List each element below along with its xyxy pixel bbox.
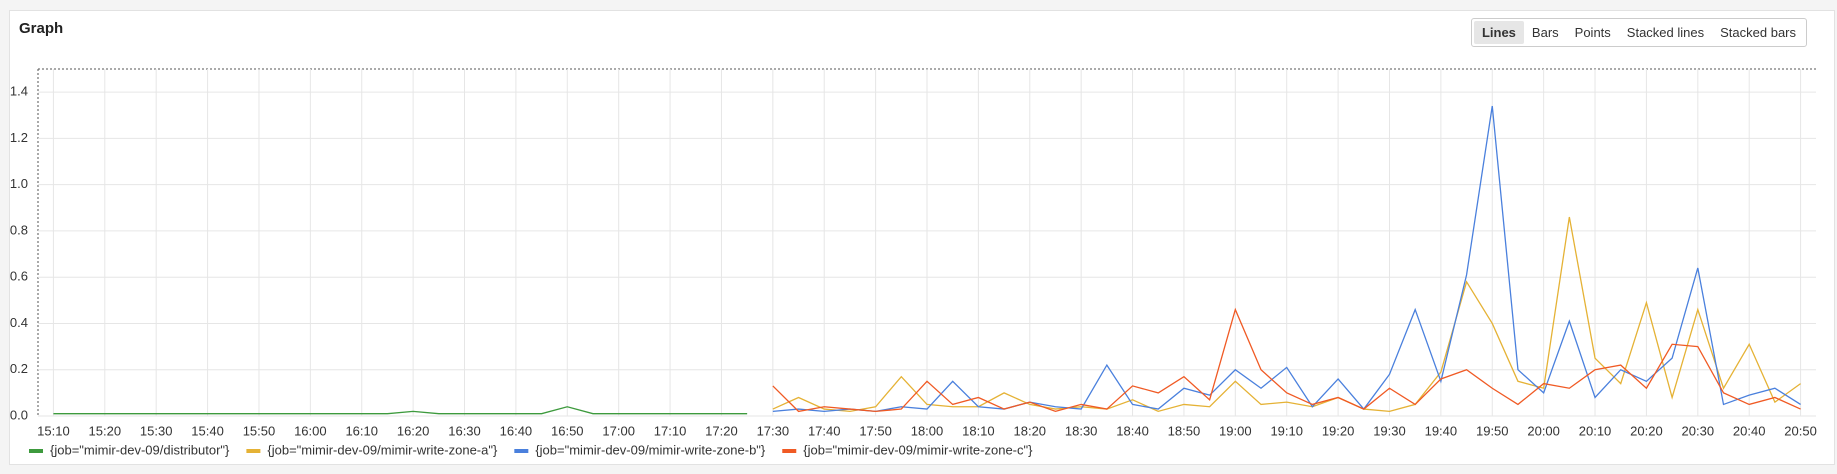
view-mode-button[interactable]: Points bbox=[1567, 21, 1619, 44]
x-tick-label: 18:40 bbox=[1116, 423, 1149, 438]
x-tick-label: 16:50 bbox=[551, 423, 584, 438]
x-tick-label: 19:10 bbox=[1270, 423, 1303, 438]
legend-label: {job="mimir-dev-09/mimir-write-zone-c"} bbox=[803, 442, 1033, 457]
y-tick-label: 0.0 bbox=[10, 407, 28, 422]
x-tick-label: 20:20 bbox=[1630, 423, 1663, 438]
x-tick-label: 17:40 bbox=[808, 423, 841, 438]
view-mode-button[interactable]: Lines bbox=[1473, 21, 1524, 44]
x-tick-label: 19:50 bbox=[1476, 423, 1509, 438]
panel-title: Graph bbox=[19, 20, 64, 37]
x-tick-label: 17:20 bbox=[705, 423, 738, 438]
x-tick-label: 16:20 bbox=[397, 423, 430, 438]
view-mode-button[interactable]: Stacked bars bbox=[1712, 21, 1804, 44]
x-tick-label: 18:30 bbox=[1065, 423, 1098, 438]
x-tick-label: 20:10 bbox=[1579, 423, 1612, 438]
x-tick-label: 20:30 bbox=[1682, 423, 1715, 438]
x-tick-label: 19:30 bbox=[1373, 423, 1406, 438]
x-tick-label: 15:30 bbox=[140, 423, 173, 438]
y-tick-label: 1.0 bbox=[10, 176, 28, 191]
graph-panel: Graph Lines Bars Points Stacked lines Stacke… bbox=[9, 10, 1835, 465]
x-tick-label: 19:40 bbox=[1425, 423, 1458, 438]
legend-swatch bbox=[782, 449, 797, 453]
y-tick-label: 0.4 bbox=[10, 315, 28, 330]
y-tick-label: 0.2 bbox=[10, 361, 28, 376]
legend-swatch bbox=[29, 449, 43, 453]
x-tick-label: 17:00 bbox=[602, 423, 635, 438]
series-line bbox=[772, 216, 1801, 413]
x-tick-label: 16:40 bbox=[500, 423, 533, 438]
x-tick-label: 18:10 bbox=[962, 423, 995, 438]
x-tick-label: 16:30 bbox=[448, 423, 481, 438]
view-mode-group: Lines Bars Points Stacked lines Stacked bars bbox=[1470, 18, 1807, 47]
x-tick-label: 20:50 bbox=[1784, 423, 1817, 438]
x-tick-label: 17:10 bbox=[654, 423, 687, 438]
series-line bbox=[772, 307, 1801, 413]
x-tick-label: 19:00 bbox=[1219, 423, 1252, 438]
x-tick-label: 15:50 bbox=[243, 423, 276, 438]
view-mode-button[interactable]: Stacked lines bbox=[1619, 21, 1712, 44]
x-tick-label: 15:20 bbox=[89, 423, 122, 438]
series-line bbox=[53, 406, 748, 415]
view-mode-button[interactable]: Bars bbox=[1524, 21, 1567, 44]
x-tick-label: 15:10 bbox=[37, 423, 70, 438]
y-tick-label: 0.6 bbox=[10, 269, 28, 284]
x-tick-label: 20:40 bbox=[1733, 423, 1766, 438]
y-tick-label: 0.8 bbox=[10, 222, 28, 237]
legend-label: {job="mimir-dev-09/mimir-write-zone-a"} bbox=[267, 442, 498, 457]
legend-swatch bbox=[514, 449, 529, 453]
legend-swatch bbox=[246, 449, 261, 453]
legend-label: {job="mimir-dev-09/mimir-write-zone-b"} bbox=[535, 442, 766, 457]
x-tick-label: 17:50 bbox=[859, 423, 892, 438]
x-tick-label: 16:10 bbox=[345, 423, 378, 438]
x-tick-label: 17:30 bbox=[757, 423, 790, 438]
x-tick-label: 19:20 bbox=[1322, 423, 1355, 438]
y-tick-label: 1.4 bbox=[10, 84, 28, 99]
y-tick-label: 1.2 bbox=[10, 130, 28, 145]
x-tick-label: 20:00 bbox=[1527, 423, 1560, 438]
x-tick-label: 18:20 bbox=[1014, 423, 1047, 438]
x-tick-label: 18:50 bbox=[1168, 423, 1201, 438]
x-tick-label: 15:40 bbox=[191, 423, 224, 438]
x-tick-label: 16:00 bbox=[294, 423, 327, 438]
x-tick-label: 18:00 bbox=[911, 423, 944, 438]
legend-label: {job="mimir-dev-09/distributor"} bbox=[50, 442, 230, 457]
